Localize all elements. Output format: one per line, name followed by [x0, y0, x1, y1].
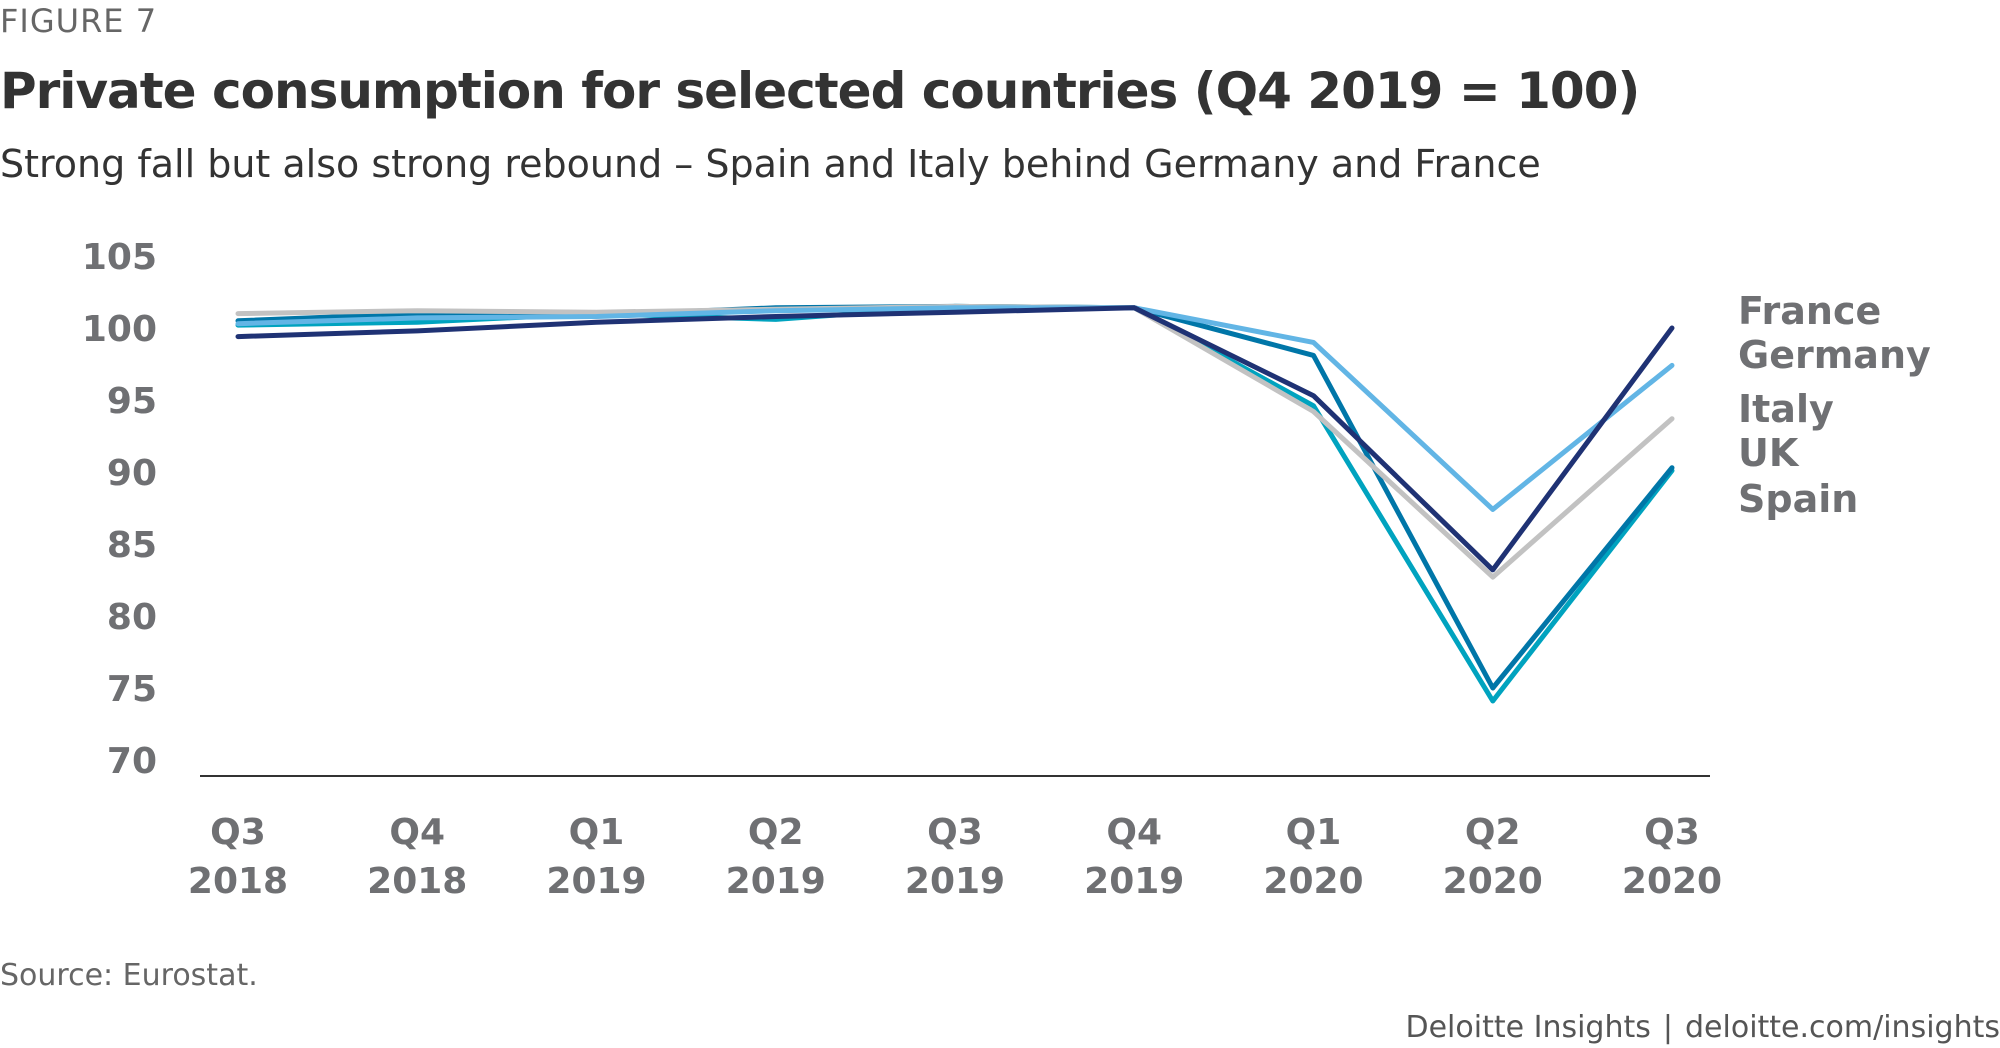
- series-line-france: [235, 305, 1675, 573]
- x-tick-quarter: Q4: [389, 812, 445, 853]
- x-tick-label: Q2 2019: [726, 812, 826, 902]
- x-tick-label: Q1 2019: [546, 812, 646, 902]
- x-tick-quarter: Q1: [569, 812, 625, 853]
- chart-title: Private consumption for selected countri…: [0, 62, 1640, 120]
- legend-label-italy: Italy: [1738, 387, 1834, 431]
- x-tick-label: Q3 2019: [905, 812, 1005, 902]
- series-line-uk: [235, 303, 1675, 691]
- x-tick-year: 2020: [1263, 861, 1363, 902]
- x-tick-year: 2019: [905, 861, 1005, 902]
- y-tick-label: 70: [107, 741, 157, 782]
- x-tick-quarter: Q3: [1644, 812, 1700, 853]
- x-tick-year: 2019: [546, 861, 646, 902]
- chart-subtitle: Strong fall but also strong rebound – Sp…: [0, 142, 1541, 186]
- x-tick-quarter: Q2: [1465, 812, 1521, 853]
- y-tick-label: 75: [107, 669, 157, 710]
- x-tick-label: Q3 2020: [1622, 812, 1722, 902]
- y-tick-label: 100: [82, 309, 157, 350]
- footer: Deloitte Insights | deloitte.com/insights: [1406, 1010, 2000, 1045]
- legend-label-spain: Spain: [1738, 477, 1858, 521]
- series-lines: [235, 303, 1675, 704]
- x-tick-label: Q4 2019: [1084, 812, 1184, 902]
- x-tick-quarter: Q1: [1286, 812, 1342, 853]
- x-tick-quarter: Q3: [927, 812, 983, 853]
- x-tick-year: 2019: [1084, 861, 1184, 902]
- legend-label-uk: UK: [1738, 431, 1800, 475]
- x-tick-quarter: Q4: [1106, 812, 1162, 853]
- x-axis-ticks: Q3 2018 Q4 2018 Q1 2019 Q2 2019 Q3 2019 Q4 2019 Q1 20…: [188, 812, 1722, 902]
- legend-label-france: France: [1738, 289, 1881, 333]
- x-tick-quarter: Q2: [748, 812, 804, 853]
- footer-separator: |: [1662, 1010, 1673, 1045]
- footer-link[interactable]: deloitte.com/insights: [1685, 1010, 2000, 1045]
- series-line-germany: [235, 305, 1675, 512]
- y-tick-label: 85: [107, 525, 157, 566]
- x-tick-label: Q4 2018: [367, 812, 467, 902]
- x-tick-year: 2018: [367, 861, 467, 902]
- x-tick-year: 2020: [1622, 861, 1722, 902]
- y-tick-label: 105: [82, 237, 157, 278]
- x-tick-label: Q3 2018: [188, 812, 288, 902]
- source-note: Source: Eurostat.: [0, 958, 258, 993]
- x-tick-quarter: Q3: [210, 812, 266, 853]
- y-tick-label: 90: [107, 453, 157, 494]
- x-tick-year: 2018: [188, 861, 288, 902]
- y-axis-ticks: 70 75 80 85 90 95 100 105: [82, 237, 157, 782]
- series-line-spain: [235, 303, 1675, 704]
- footer-brand: Deloitte Insights: [1405, 1010, 1651, 1045]
- figure-label: FIGURE 7: [0, 2, 158, 40]
- legend-label-germany: Germany: [1738, 333, 1931, 377]
- x-tick-year: 2019: [726, 861, 826, 902]
- y-tick-label: 95: [107, 381, 157, 422]
- x-tick-label: Q2 2020: [1443, 812, 1543, 902]
- x-tick-label: Q1 2020: [1263, 812, 1363, 902]
- x-tick-year: 2020: [1443, 861, 1543, 902]
- y-tick-label: 80: [107, 597, 157, 638]
